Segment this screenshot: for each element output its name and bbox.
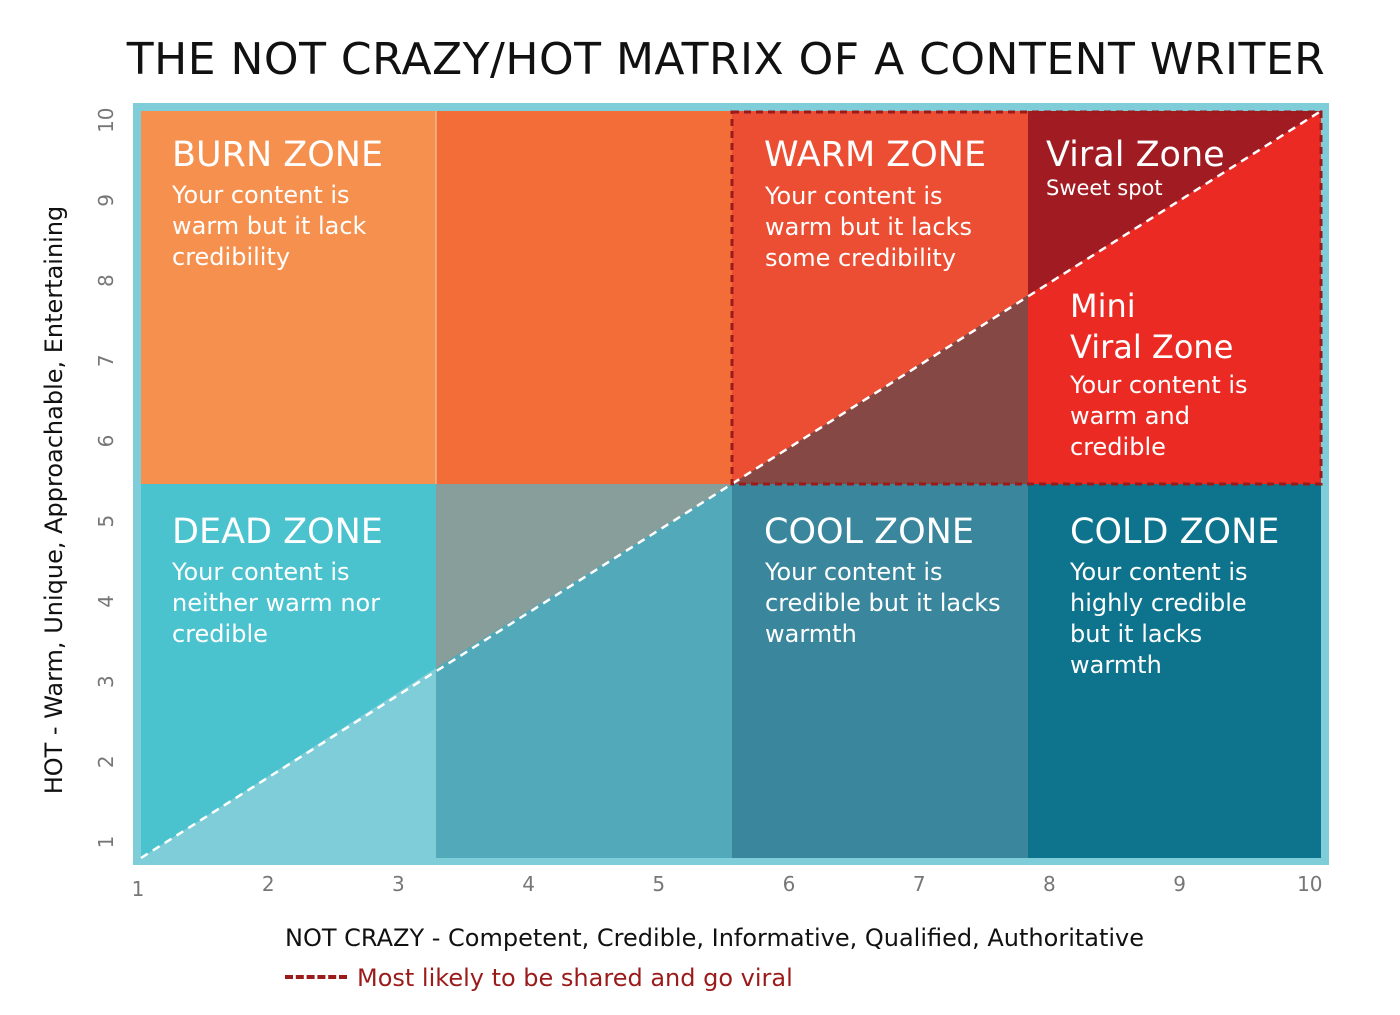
cool-zone-title: COOL ZONE	[764, 512, 974, 552]
cool-zone-line: warmth	[765, 620, 857, 648]
x-tick-label: 8	[1043, 872, 1056, 896]
x-tick-label: 2	[262, 872, 275, 896]
x-tick-label: 1	[132, 877, 145, 901]
burn-zone-title: BURN ZONE	[172, 135, 383, 175]
y-tick-label: 1	[94, 836, 118, 849]
x-axis-label-strong: NOT CRAZY	[285, 924, 425, 952]
mini-viral-zone-title: Mini	[1070, 287, 1136, 325]
y-axis-ticks: 1 2 3 4 5 6 7 8 9 10	[94, 107, 118, 848]
diagonal-line	[140, 109, 1322, 860]
y-tick-label: 4	[94, 595, 118, 608]
cool-zone-line: credible but it lacks	[765, 589, 1001, 617]
mini-viral-zone-line: credible	[1070, 433, 1166, 461]
chart-title: THE NOT CRAZY/HOT MATRIX OF A CONTENT WR…	[126, 34, 1326, 85]
viral-zone-line: Sweet spot	[1046, 176, 1163, 200]
dead-zone-line: neither warm nor	[172, 589, 380, 617]
x-tick-label: 5	[652, 872, 665, 896]
y-tick-label: 7	[94, 354, 118, 367]
burn-zone-line: Your content is	[171, 181, 350, 209]
legend: Most likely to be shared and go viral	[285, 964, 793, 992]
cool-zone-area	[732, 484, 1028, 858]
cold-zone-area	[1028, 484, 1321, 858]
y-tick-label: 5	[94, 515, 118, 528]
mini-viral-zone-line: Your content is	[1069, 371, 1248, 399]
y-tick-label: 9	[94, 194, 118, 207]
warm-zone-line: some credibility	[765, 244, 956, 272]
x-tick-label: 6	[783, 872, 796, 896]
y-axis-label-text: HOT - Warm, Unique, Approachable, Entert…	[40, 205, 68, 795]
cold-zone-line: warmth	[1070, 651, 1162, 679]
cool-zone-line: Your content is	[764, 558, 943, 586]
x-tick-label: 7	[913, 872, 926, 896]
cold-zone-line: but it lacks	[1070, 620, 1202, 648]
x-axis-label: NOT CRAZY - Competent, Credible, Informa…	[285, 924, 1144, 952]
viral-zone-title: Viral Zone	[1046, 135, 1225, 175]
mini-viral-zone-line: warm and	[1070, 402, 1190, 430]
warm-zone: WARM ZONE Your content is warm but it la…	[764, 135, 986, 272]
cool-zone: COOL ZONE Your content is credible but i…	[764, 512, 1001, 648]
x-axis-ticks: 1 2 3 4 5 6 7 8 9 10	[132, 872, 1323, 901]
mini-viral-zone-title: Viral Zone	[1070, 328, 1233, 366]
dead-zone-line: credible	[172, 620, 268, 648]
y-tick-label: 10	[94, 107, 118, 132]
burn-zone: BURN ZONE Your content is warm but it la…	[171, 135, 383, 271]
x-axis-label-rest: - Competent, Credible, Informative, Qual…	[424, 924, 1145, 952]
upper-middle-area	[436, 111, 732, 484]
legend-label: Most likely to be shared and go viral	[357, 964, 793, 992]
warm-zone-line: warm but it lacks	[765, 213, 972, 241]
y-tick-label: 8	[94, 274, 118, 287]
y-tick-label: 6	[94, 435, 118, 448]
x-tick-label: 4	[522, 872, 535, 896]
y-tick-label: 2	[94, 755, 118, 768]
lower-middle-upper-wedge	[436, 484, 732, 668]
warm-zone-line: Your content is	[764, 182, 943, 210]
cold-zone-line: Your content is	[1069, 558, 1248, 586]
dead-zone-title: DEAD ZONE	[172, 512, 383, 552]
burn-zone-area	[141, 111, 436, 484]
burn-zone-line: warm but it lack	[172, 212, 367, 240]
mini-viral-zone: Mini Viral Zone Your content is warm and…	[1069, 287, 1248, 461]
viral-zone: Viral Zone Sweet spot	[1046, 135, 1225, 200]
burn-zone-line: credibility	[172, 243, 290, 271]
x-tick-label: 9	[1173, 872, 1186, 896]
x-tick-label: 3	[392, 872, 405, 896]
viral-likely-region	[730, 110, 1323, 486]
dead-zone-line: Your content is	[171, 558, 350, 586]
y-tick-label: 3	[94, 675, 118, 688]
cold-zone: COLD ZONE Your content is highly credibl…	[1069, 512, 1279, 679]
warm-zone-title: WARM ZONE	[764, 135, 986, 175]
cold-zone-line: highly credible	[1070, 589, 1247, 617]
dead-zone: DEAD ZONE Your content is neither warm n…	[171, 512, 383, 648]
cold-zone-title: COLD ZONE	[1070, 512, 1279, 552]
dashed-line-swatch	[285, 975, 347, 979]
x-tick-label: 10	[1297, 872, 1322, 896]
